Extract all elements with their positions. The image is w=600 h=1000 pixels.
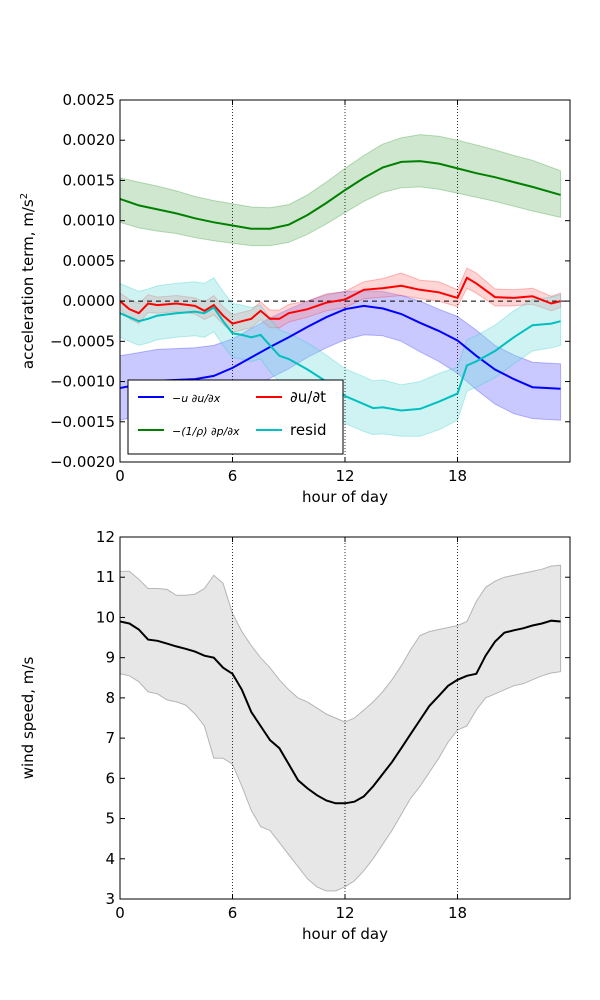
x-tick-label: 6 — [228, 904, 238, 922]
y-tick-label: 0.0005 — [63, 252, 116, 270]
x-axis-label: hour of day — [302, 925, 388, 943]
y-tick-label: 11 — [96, 568, 115, 586]
y-tick-label: 0.0010 — [63, 212, 116, 230]
y-tick-label: 0.0015 — [63, 171, 116, 189]
x-tick-label: 12 — [335, 467, 354, 485]
legend-label: ∂u/∂t — [290, 388, 326, 406]
y-tick-label: −0.0015 — [50, 413, 115, 431]
series-line-2 — [120, 160, 561, 230]
y-tick-label: 0.0020 — [63, 131, 116, 149]
x-tick-label: 0 — [115, 467, 125, 485]
y-tick-label: 0.0000 — [63, 292, 116, 310]
y-tick-label: 8 — [105, 689, 115, 707]
x-tick-label: 18 — [448, 904, 467, 922]
legend-label: −(1/ρ) ∂p/∂x — [172, 425, 240, 438]
chart-1: 0 6 12 18 −0.0020 −0.0015 −0.0010 −0.0005 0.0000… — [19, 91, 571, 506]
series-line-4 — [120, 306, 561, 412]
plot-area — [120, 537, 562, 899]
y-axis-label: wind speed, m/s — [19, 657, 37, 780]
y-tick-label: 0.0025 — [63, 91, 116, 109]
y-tick-label: 10 — [96, 608, 115, 626]
series-line-3 — [120, 276, 561, 325]
legend: −u ∂u/∂x ∂u/∂t −(1/ρ) ∂p/∂x resid — [127, 379, 344, 455]
x-axis-label: hour of day — [302, 488, 388, 506]
x-tick-label: 12 — [335, 904, 354, 922]
y-tick-label: −0.0020 — [50, 453, 115, 471]
y-tick-label: 6 — [105, 769, 115, 787]
x-tick-label: 6 — [228, 467, 238, 485]
series-band-2 — [120, 134, 562, 247]
y-axis-label-superscript: 2 — [19, 193, 30, 199]
x-tick-label: 0 — [115, 904, 125, 922]
series-band-1 — [120, 564, 562, 892]
y-tick-label: 4 — [105, 850, 115, 868]
y-tick-label: 9 — [105, 649, 115, 667]
y-tick-label: −0.0005 — [50, 332, 115, 350]
series-line-1 — [120, 304, 561, 390]
x-tick-label: 18 — [448, 467, 467, 485]
y-tick-label: −0.0010 — [50, 373, 115, 391]
y-tick-label: 3 — [105, 890, 115, 908]
legend-label: −u ∂u/∂x — [172, 392, 221, 405]
y-tick-label: 7 — [105, 729, 115, 747]
legend-label: resid — [290, 421, 327, 439]
chart-2: 0 6 12 18 3 4 5 6 7 8 9 10 11 12 hour of day wind speed… — [19, 528, 571, 943]
series-line-1 — [120, 619, 561, 805]
y-tick-label: 12 — [96, 528, 115, 546]
y-axis-label: acceleration term, m/s2 — [19, 193, 37, 369]
y-tick-label: 5 — [105, 810, 115, 828]
legend-box — [127, 379, 344, 455]
